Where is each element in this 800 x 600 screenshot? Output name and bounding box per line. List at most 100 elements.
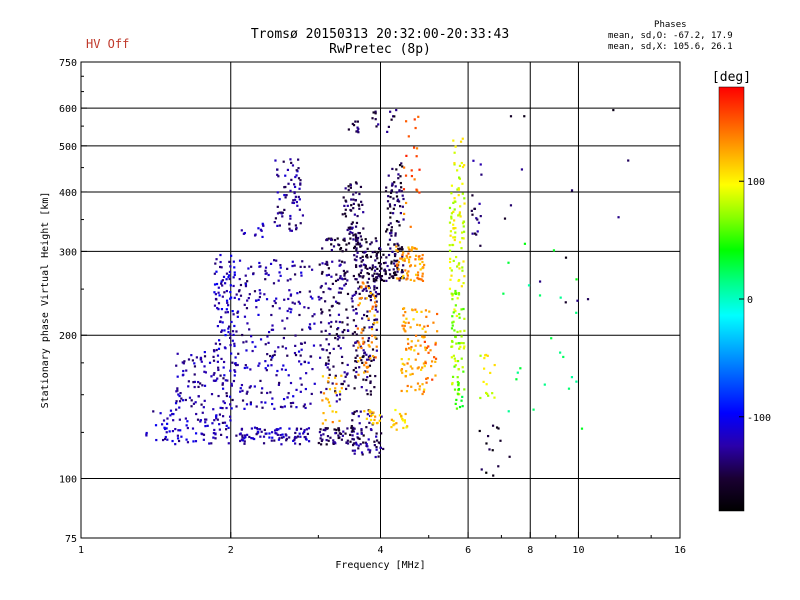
echo-point <box>332 347 335 351</box>
echo-point <box>338 336 341 339</box>
echo-point <box>220 280 223 283</box>
echo-point <box>369 255 373 258</box>
echo-point <box>346 228 349 232</box>
echo-point <box>395 191 398 194</box>
echo-point <box>351 428 354 431</box>
echo-point <box>461 237 464 240</box>
echo-point <box>357 415 360 418</box>
echo-point <box>244 283 248 286</box>
echo-point <box>487 394 490 397</box>
echo-point <box>479 214 482 218</box>
echo-point <box>359 443 362 446</box>
echo-point <box>342 269 345 273</box>
echo-point <box>294 175 297 179</box>
echo-point <box>225 392 228 395</box>
echo-point <box>367 448 370 451</box>
echo-point <box>407 258 411 261</box>
echo-point <box>351 449 354 452</box>
echo-point <box>493 363 496 367</box>
echo-point <box>220 330 223 333</box>
echo-point <box>425 381 428 384</box>
echo-point <box>290 178 293 181</box>
echo-point <box>343 239 346 242</box>
echo-point <box>476 230 479 233</box>
echo-point <box>339 263 342 266</box>
echo-point <box>345 248 348 251</box>
x-tick-label: 16 <box>674 545 686 556</box>
echo-point <box>357 131 360 134</box>
echo-point <box>230 352 233 355</box>
echo-point <box>245 392 248 395</box>
echo-point <box>242 232 245 235</box>
echo-point <box>352 430 355 433</box>
echo-point <box>273 259 276 262</box>
echo-point <box>270 431 274 434</box>
echo-point <box>228 260 231 263</box>
echo-point <box>290 229 294 232</box>
echo-point <box>427 351 430 354</box>
echo-point <box>358 242 362 245</box>
echo-point <box>401 253 404 256</box>
echo-point <box>397 244 400 247</box>
echo-point <box>291 264 294 268</box>
echo-point <box>299 182 302 185</box>
echo-point <box>262 435 266 438</box>
echo-point <box>352 207 355 210</box>
echo-point <box>426 324 429 328</box>
echo-point <box>273 439 276 442</box>
echo-point <box>280 368 284 371</box>
echo-point <box>407 270 410 273</box>
echo-point <box>243 303 246 306</box>
echo-point <box>273 353 276 357</box>
echo-point <box>259 292 262 295</box>
echo-point <box>341 361 344 365</box>
echo-point <box>176 352 179 355</box>
echo-point <box>193 385 196 389</box>
echo-point <box>195 356 198 359</box>
echo-point <box>400 186 403 189</box>
echo-point <box>234 370 237 373</box>
echo-point <box>246 366 249 369</box>
echo-point <box>192 381 195 384</box>
echo-point <box>410 249 413 252</box>
echo-point <box>451 315 454 318</box>
echo-point <box>371 355 375 358</box>
echo-point <box>248 293 251 296</box>
echo-point <box>344 187 347 190</box>
echo-point <box>366 256 369 259</box>
echo-point <box>355 247 358 250</box>
echo-point <box>312 344 316 347</box>
echo-point <box>224 347 227 350</box>
echo-point <box>327 237 330 240</box>
echo-point <box>184 398 187 402</box>
echo-point <box>393 181 396 184</box>
echo-point <box>272 282 276 285</box>
echo-point <box>453 151 456 154</box>
echo-point <box>328 314 332 317</box>
echo-point <box>307 306 310 310</box>
echo-point <box>392 262 396 265</box>
echo-point <box>276 433 279 436</box>
echo-point <box>191 359 195 362</box>
echo-point <box>396 242 399 245</box>
echo-point <box>375 448 378 451</box>
echo-point <box>395 263 399 266</box>
echo-point <box>378 246 381 250</box>
echo-point <box>455 255 458 259</box>
echo-point <box>366 310 369 313</box>
echo-point <box>219 265 222 269</box>
echo-point <box>320 272 324 275</box>
echo-point <box>258 428 262 431</box>
echo-point <box>303 429 306 432</box>
echo-point <box>361 328 364 331</box>
echo-point <box>451 293 454 296</box>
grid-lines <box>81 62 680 538</box>
echo-point <box>399 211 402 215</box>
echo-point <box>374 308 377 311</box>
echo-point <box>251 437 255 440</box>
echo-point <box>355 130 358 133</box>
echo-point <box>313 382 316 385</box>
echo-point <box>281 215 284 218</box>
echo-point <box>384 190 388 193</box>
